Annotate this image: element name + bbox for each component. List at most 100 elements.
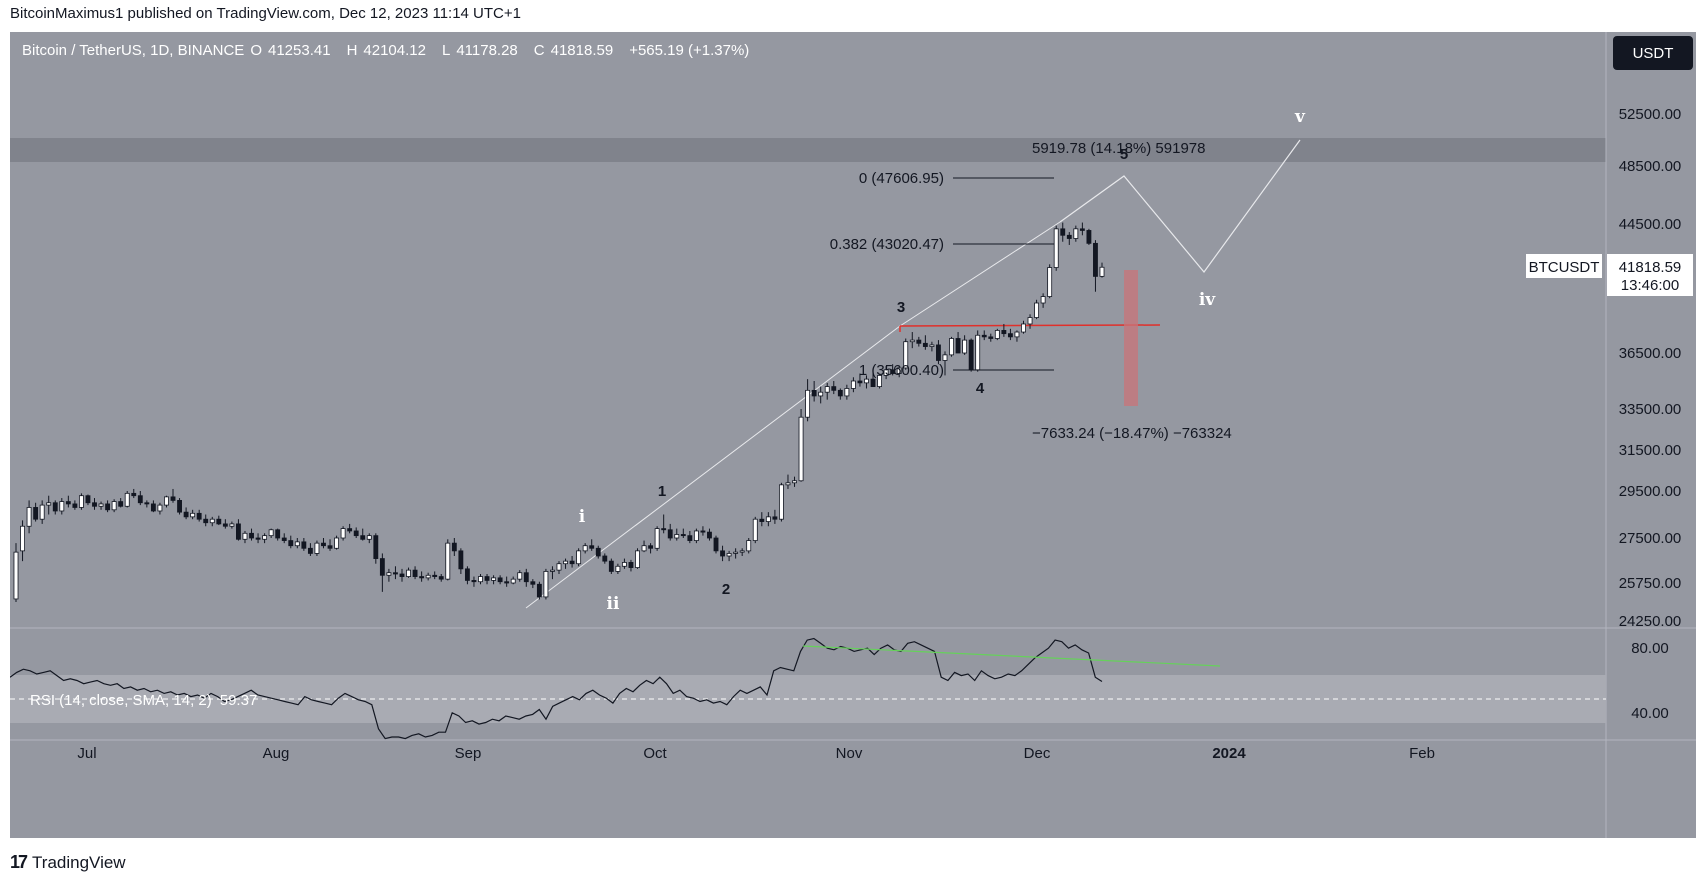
candle-body (720, 550, 725, 557)
candle-body (733, 551, 739, 554)
annotations: 0 (47606.95) 0.382 (43020.47) 1 (35600.40)… (579, 107, 1306, 614)
candle-body (556, 563, 562, 571)
candle-body (236, 523, 241, 540)
footer-brand[interactable]: 17 TradingView (10, 852, 126, 873)
candle-body (366, 535, 372, 540)
candle-body (1027, 317, 1033, 325)
wave-label-minute: 3 (897, 299, 905, 316)
candle-body (124, 492, 130, 507)
candle-body (680, 534, 686, 537)
measure-up-label: 5919.78 (14.18%) 591978 (1032, 140, 1205, 157)
symbol-legend: Bitcoin / TetherUS, 1D, BINANCE O 41253.4… (22, 42, 749, 59)
candle-body (981, 334, 987, 338)
candle-body (406, 569, 411, 577)
candle-body (765, 516, 771, 522)
candle-body (942, 354, 948, 361)
candle-body (994, 330, 1000, 339)
candle-body (667, 529, 673, 539)
rsi-pane: 80.00 40.00 (10, 637, 1669, 740)
price-tick-label: 44500.00 (1619, 216, 1682, 233)
close-key: C (533, 42, 545, 59)
candle-body (118, 501, 124, 507)
candle-body (602, 555, 608, 562)
chart-area[interactable]: 52500.00 48500.00 44500.00 36500.00 33500.00… (10, 32, 1696, 838)
candle-body (818, 391, 824, 397)
candle-body (700, 530, 706, 533)
candle-body (641, 545, 647, 552)
candle-body (687, 535, 693, 541)
candle-body (831, 386, 837, 391)
candle-body (635, 550, 640, 568)
open-value: 41253.41 (267, 42, 331, 59)
candle-body (111, 501, 117, 511)
candle-body (340, 528, 346, 539)
candle-body (936, 344, 941, 361)
candle-body (347, 528, 353, 532)
candle-body (883, 369, 889, 376)
candle-body (26, 507, 32, 527)
low-key: L (441, 42, 451, 59)
candle-body (393, 572, 398, 575)
candle-body (949, 338, 954, 356)
candle-body (1079, 228, 1085, 231)
candle-body (144, 502, 150, 505)
candle-body (379, 558, 385, 576)
candle-body (1053, 228, 1059, 268)
current-price-label: 41818.59 (1619, 259, 1682, 276)
chart-canvas[interactable]: 52500.00 48500.00 44500.00 36500.00 33500.00… (10, 32, 1696, 838)
candle-body (805, 389, 811, 418)
candle-body (321, 542, 326, 547)
candle-body (674, 534, 680, 539)
candle-body (242, 532, 248, 540)
currency-button[interactable]: USDT (1613, 36, 1693, 70)
candle-body (209, 518, 215, 524)
candle-body (864, 378, 869, 384)
candle-body (1001, 330, 1007, 335)
candle-body (432, 574, 438, 577)
rsi-legend-title[interactable]: RSI (14, close, SMA, 14, 2) (30, 692, 212, 709)
candle-body (373, 535, 379, 559)
candle-body (150, 503, 156, 512)
candle-body (896, 367, 902, 374)
fib-level-0-label: 0 (47606.95) (859, 170, 944, 187)
candle-body (20, 525, 25, 552)
time-tick-label: Jul (77, 745, 96, 762)
candle-body (909, 339, 915, 343)
candle-body (196, 512, 202, 520)
candle-body (327, 545, 333, 549)
rsi-legend-value: 59.37 (219, 692, 258, 709)
fib-level-0382-label: 0.382 (43020.47) (830, 236, 944, 253)
resistance-zone (10, 138, 1606, 162)
price-tick-label: 36500.00 (1619, 345, 1682, 362)
candle-body (857, 380, 863, 384)
candle-body (1047, 267, 1053, 297)
candle-body (785, 482, 791, 486)
price-tick-label: 33500.00 (1619, 401, 1682, 418)
candle-body (654, 528, 660, 549)
wave-label-minute: 5 (1120, 146, 1128, 163)
candle-body (72, 503, 78, 508)
candle-body (582, 545, 588, 552)
candle-body (131, 492, 137, 497)
candle-body (811, 389, 817, 397)
candle-body (615, 565, 621, 572)
candle-body (844, 388, 850, 397)
candle-body (962, 339, 968, 354)
candle-body (464, 568, 470, 581)
candle-body (484, 576, 490, 581)
candle-body (497, 577, 503, 583)
candle-body (608, 560, 614, 572)
candle-body (59, 501, 65, 512)
candle-body (988, 336, 994, 339)
candle-body (438, 576, 444, 580)
symbol-name[interactable]: Bitcoin / TetherUS, 1D, BINANCE (22, 42, 245, 59)
rsi-tick-label: 80.00 (1631, 640, 1669, 657)
price-tick-label: 27500.00 (1619, 530, 1682, 547)
candle-body (1073, 228, 1079, 239)
wave-label-minute: 1 (658, 483, 666, 500)
candle-body (563, 560, 568, 565)
candle-body (890, 369, 896, 374)
candle-body (229, 523, 235, 527)
price-tick-label: 52500.00 (1619, 106, 1682, 123)
candle-body (975, 334, 981, 371)
